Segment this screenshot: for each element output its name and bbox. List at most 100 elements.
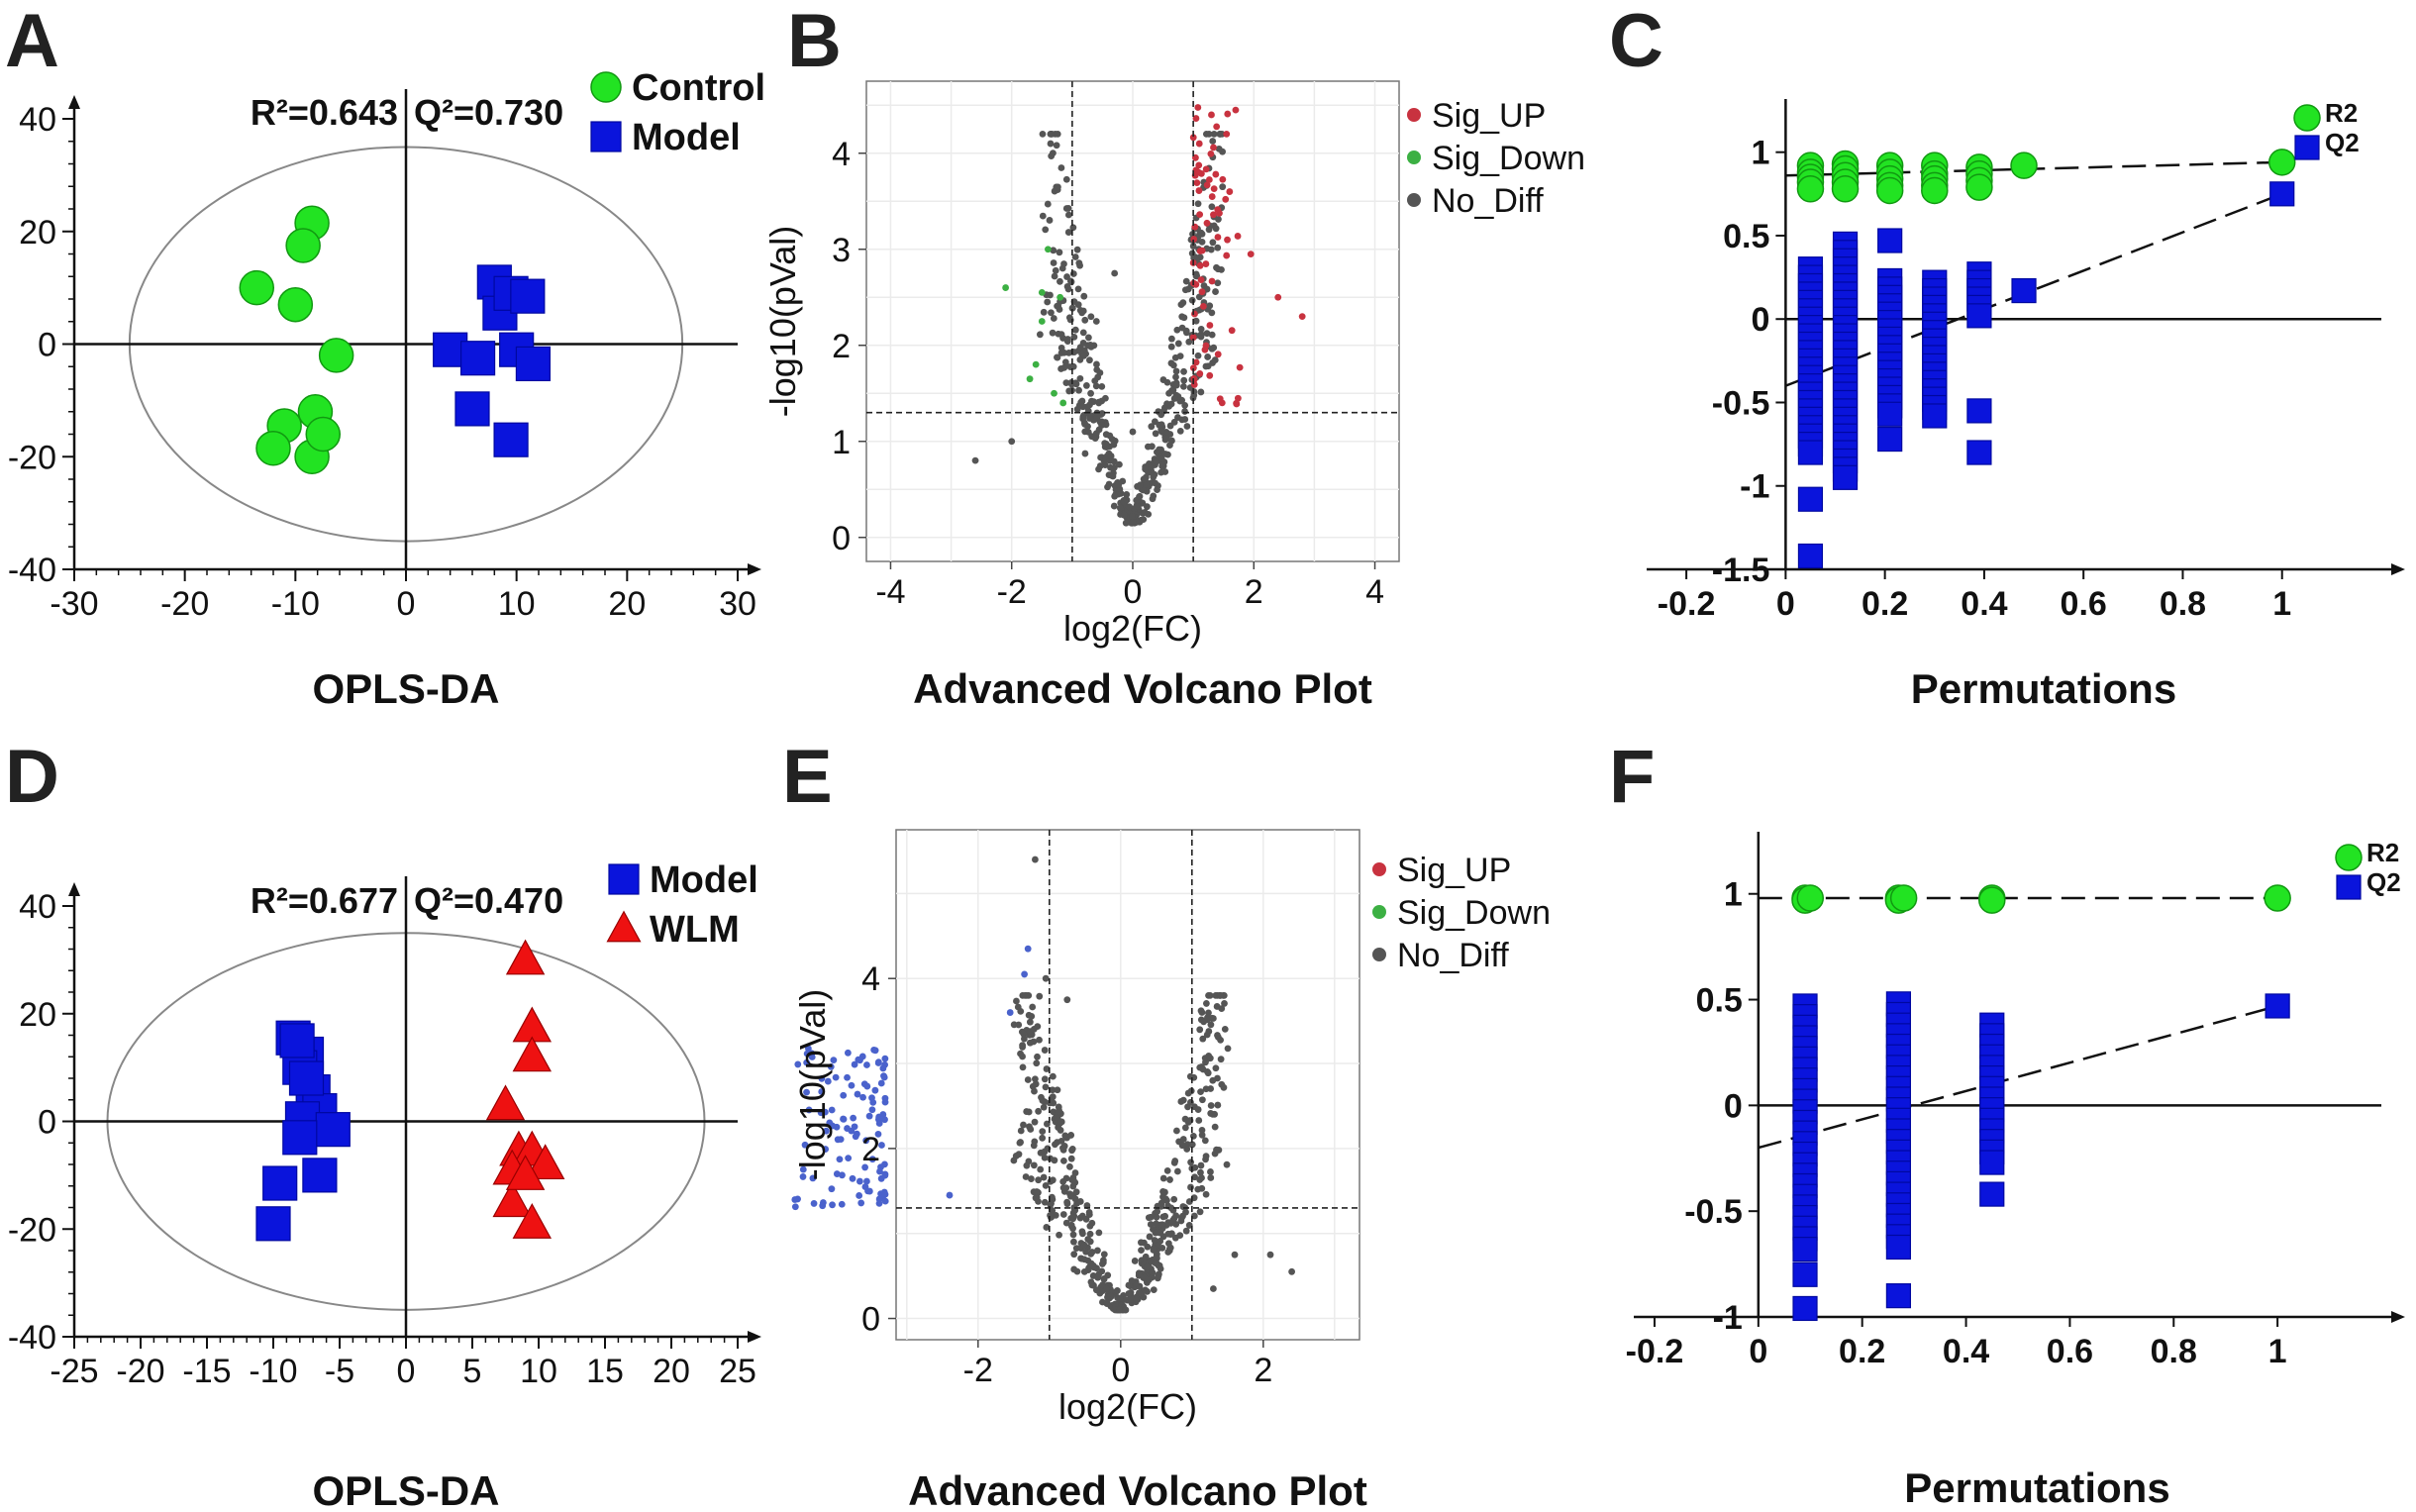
volcano-point-no-diff: [1154, 1208, 1161, 1216]
volcano-point-no-diff: [1070, 1204, 1078, 1211]
volcano-point-no-diff: [1025, 1011, 1033, 1019]
volcano-point-no-diff: [1173, 326, 1181, 334]
volcano-point-no-diff: [1048, 130, 1056, 138]
y-axis-arrow: [68, 95, 80, 109]
volcano-point-no-diff: [1040, 308, 1048, 316]
q2-permutation-point: [1797, 486, 1824, 512]
panel-a-opls-da: -30 -20 -10 0 10 20 30 -40 -20 0 20 40 Control Model R…: [8, 67, 765, 712]
volcano-point-no-diff: [1220, 1083, 1228, 1091]
volcano-point-no-diff: [1040, 1103, 1048, 1111]
y-tick-label: -40: [8, 552, 56, 589]
volcano-point-no-diff: [1150, 473, 1158, 481]
volcano-point-no-diff: [1072, 1188, 1080, 1196]
volcano-point-no-diff: [1172, 381, 1180, 389]
volcano-point-no-diff: [1055, 1108, 1062, 1116]
q2-point: [2269, 181, 2295, 207]
volcano-point-down: [1051, 389, 1057, 397]
volcano-point-no-diff: [1060, 260, 1067, 267]
volcano-point-sig: [823, 1127, 830, 1135]
volcano-point-no-diff: [1031, 1118, 1039, 1126]
volcano-point-no-diff: [1054, 1086, 1061, 1094]
volcano-point-no-diff: [1138, 1247, 1145, 1255]
x-tick-label: 0.8: [2160, 585, 2206, 623]
volcano-point-sig: [1228, 327, 1236, 335]
volcano-point-no-diff: [1081, 316, 1089, 324]
volcano-point-blue: [1021, 970, 1028, 978]
volcano-point-sig: [856, 1192, 863, 1199]
volcano-point-sig: [822, 1146, 830, 1153]
data-point-model: [262, 1165, 298, 1201]
legend-marker-wlm: [606, 910, 642, 943]
data-point-model: [282, 1120, 318, 1156]
volcano-point-sig: [1195, 161, 1203, 169]
r2-permutation-point: [1831, 175, 1860, 203]
legend-label: No_Diff: [1397, 937, 1509, 974]
volcano-point-no-diff: [1152, 430, 1159, 438]
volcano-point-sig: [1234, 233, 1242, 240]
volcano-point-no-diff: [1067, 1221, 1075, 1229]
volcano-point-no-diff: [1079, 340, 1087, 347]
volcano-point-no-diff: [1094, 1247, 1101, 1255]
volcano-point-no-diff: [1212, 288, 1219, 295]
data-point-wlm: [525, 1144, 565, 1180]
volcano-point-sig: [856, 1177, 863, 1185]
volcano-point-no-diff: [1223, 1160, 1231, 1168]
volcano-point-sig: [868, 1106, 876, 1114]
volcano-point-sig: [803, 1088, 810, 1096]
q2-permutation-point: [1885, 1234, 1911, 1260]
volcano-point-no-diff: [1212, 1064, 1220, 1072]
volcano-point-no-diff: [1140, 475, 1148, 483]
volcano-point-down: [1045, 246, 1052, 253]
volcano-point-no-diff: [1141, 1273, 1149, 1281]
volcano-point-no-diff: [1064, 336, 1071, 343]
legend-label: Sig_Down: [1432, 140, 1585, 177]
volcano-point-no: [1111, 269, 1119, 277]
volcano-point-no-diff: [1216, 991, 1224, 999]
volcano-point-no-diff: [1187, 1183, 1194, 1191]
volcano-point-no-diff: [1172, 373, 1179, 381]
volcano-point-sig: [1192, 280, 1200, 288]
volcano-point-sig: [819, 1202, 827, 1210]
volcano-point-no-diff: [1178, 324, 1186, 332]
y-tick-label: 40: [19, 888, 56, 926]
volcano-point-no-diff: [1042, 226, 1050, 234]
volcano-point-no-diff: [1063, 1200, 1071, 1208]
y-tick-label: 2: [861, 1131, 880, 1168]
volcano-point-sig: [1214, 234, 1222, 241]
volcano-point-no-diff: [1207, 1021, 1215, 1029]
x-tick-label: 0: [1111, 1352, 1130, 1389]
legend-label: R2: [2325, 98, 2358, 128]
volcano-point-sig: [863, 1061, 870, 1068]
volcano-point-sig: [1196, 261, 1204, 269]
volcano-point-no-diff: [1059, 1211, 1067, 1218]
y-tick-label: 40: [19, 101, 56, 139]
volcano-point-no-diff: [1202, 362, 1210, 370]
volcano-point-no-diff: [1049, 1193, 1056, 1201]
volcano-point-blue: [946, 1191, 954, 1199]
volcano-point-sig: [865, 1187, 873, 1195]
q2-point: [2265, 993, 2290, 1019]
y-tick-label: -40: [8, 1319, 56, 1357]
volcano-point-no-diff: [1137, 1239, 1145, 1247]
volcano-point-no-diff: [1176, 353, 1184, 360]
volcano-point-no-diff: [1021, 1035, 1028, 1043]
volcano-point-no-diff: [1224, 1045, 1232, 1053]
volcano-point-no-diff: [1205, 991, 1212, 999]
volcano-point-no-diff: [1178, 1142, 1186, 1150]
data-point-control: [305, 416, 341, 453]
x-tick-label: 0.8: [2151, 1333, 2197, 1370]
volcano-point-no-diff: [1021, 991, 1029, 999]
volcano-point-no-diff: [1080, 292, 1088, 300]
y-tick-label: -20: [8, 439, 56, 476]
x-tick-label: -20: [116, 1353, 164, 1390]
q2-permutation-point: [1797, 440, 1824, 465]
volcano-point-no-diff: [1189, 243, 1197, 250]
volcano-point-no-diff: [1212, 225, 1220, 233]
legend-label: No_Diff: [1432, 182, 1544, 220]
volcano-point-no-diff: [1096, 369, 1104, 376]
volcano-point-no-diff: [1072, 1245, 1080, 1253]
volcano-point-no-diff: [1047, 140, 1055, 148]
volcano-point-no-diff: [1083, 403, 1091, 411]
volcano-point-no-diff: [1197, 325, 1205, 333]
volcano-point-sig: [1198, 288, 1206, 296]
